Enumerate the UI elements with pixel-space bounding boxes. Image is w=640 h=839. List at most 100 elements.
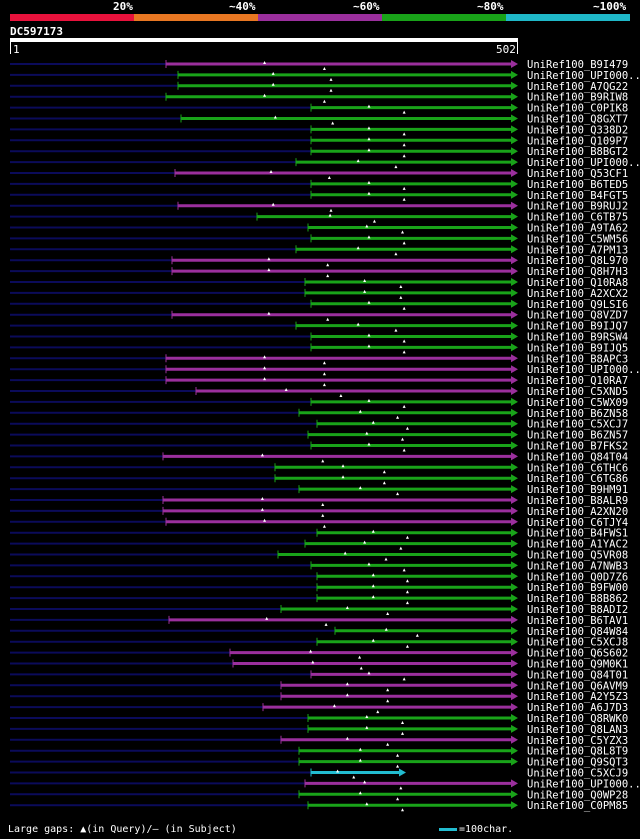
hit-row[interactable]: UniRef100_C0PM85 [10, 800, 628, 812]
hit-label[interactable]: UniRef100_B9RIW8 [527, 92, 628, 104]
hit-label[interactable]: UniRef100_B7FKS2 [527, 441, 628, 453]
hit-label[interactable]: UniRef100_B8BGT2 [527, 146, 628, 158]
hit-label[interactable]: UniRef100_A7PM13 [527, 244, 628, 256]
hit-row[interactable]: UniRef100_B8BGT2 [10, 146, 628, 158]
hit-label[interactable]: UniRef100_UPI000... [527, 70, 640, 82]
hit-label[interactable]: UniRef100_A6J7D3 [527, 702, 628, 714]
hit-row[interactable]: UniRef100_B8APC3 [10, 353, 628, 365]
hit-row[interactable]: UniRef100_A2XCX2 [10, 288, 628, 300]
hit-row[interactable]: UniRef100_Q8L970 [10, 255, 628, 267]
hit-label[interactable]: UniRef100_B6ZN58 [527, 408, 628, 420]
hit-label[interactable]: UniRef100_C5WM56 [527, 233, 628, 245]
hit-label[interactable]: UniRef100_Q0D7Z6 [527, 571, 628, 583]
hit-label[interactable]: UniRef100_B9I479 [527, 59, 628, 71]
hit-row[interactable]: UniRef100_Q84T04 [10, 451, 628, 463]
hit-label[interactable]: UniRef100_A2Y5Z3 [527, 691, 628, 703]
hit-label[interactable]: UniRef100_B6ZN57 [527, 430, 628, 442]
hit-label[interactable]: UniRef100_Q109P7 [527, 135, 628, 147]
hit-row[interactable]: UniRef100_B9I479 [10, 59, 628, 71]
hit-row[interactable]: UniRef100_C5WM56 [10, 233, 628, 245]
hit-label[interactable]: UniRef100_C6TG86 [527, 473, 628, 485]
hit-row[interactable]: UniRef100_B8ADI2 [10, 604, 628, 616]
hit-row[interactable]: UniRef100_C6TG86 [10, 473, 628, 485]
hit-label[interactable]: UniRef100_Q5VR08 [527, 550, 628, 562]
hit-row[interactable]: UniRef100_C6THC6 [10, 462, 628, 474]
hit-row[interactable]: UniRef100_UPI000... [10, 364, 640, 376]
hit-label[interactable]: UniRef100_B4FGT5 [527, 190, 628, 202]
hit-row[interactable]: UniRef100_B7FKS2 [10, 441, 628, 453]
hit-row[interactable]: UniRef100_B9RUJ2 [10, 201, 628, 213]
hit-row[interactable]: UniRef100_B8ALR9 [10, 495, 628, 507]
hit-label[interactable]: UniRef100_Q84T01 [527, 669, 628, 681]
hit-label[interactable]: UniRef100_Q8L8T9 [527, 746, 628, 758]
hit-label[interactable]: UniRef100_B6TED5 [527, 179, 628, 191]
hit-row[interactable]: UniRef100_Q9SQT3 [10, 757, 628, 769]
hit-label[interactable]: UniRef100_B9RUJ2 [527, 201, 628, 213]
hit-label[interactable]: UniRef100_Q6S602 [527, 648, 628, 660]
hit-row[interactable]: UniRef100_Q8GXT7 [10, 114, 628, 126]
hit-row[interactable]: UniRef100_A2XN20 [10, 506, 628, 518]
hit-row[interactable]: UniRef100_B9RSW4 [10, 332, 628, 344]
hit-row[interactable]: UniRef100_Q10RA7 [10, 375, 628, 387]
hit-label[interactable]: UniRef100_B8APC3 [527, 353, 628, 365]
hit-row[interactable]: UniRef100_Q8VZD7 [10, 310, 628, 322]
hit-label[interactable]: UniRef100_Q8L970 [527, 255, 628, 267]
hit-row[interactable]: UniRef100_B4FWS1 [10, 528, 628, 540]
hit-label[interactable]: UniRef100_UPI000... [527, 778, 640, 790]
hit-label[interactable]: UniRef100_Q338D2 [527, 124, 628, 136]
hit-row[interactable]: UniRef100_C0PIK8 [10, 103, 628, 115]
hit-row[interactable]: UniRef100_Q8RWK0 [10, 713, 628, 725]
hit-row[interactable]: UniRef100_A7PM13 [10, 244, 628, 256]
hit-label[interactable]: UniRef100_Q9SQT3 [527, 757, 628, 769]
hit-row[interactable]: UniRef100_UPI000... [10, 778, 640, 790]
hit-row[interactable]: UniRef100_Q109P7 [10, 135, 628, 147]
hit-row[interactable]: UniRef100_Q8LAN3 [10, 724, 628, 736]
hit-row[interactable]: UniRef100_Q0WP28 [10, 789, 628, 801]
hit-row[interactable]: UniRef100_C5YZX3 [10, 735, 628, 747]
hit-row[interactable]: UniRef100_B9IJQ7 [10, 321, 628, 333]
hit-row[interactable]: UniRef100_Q338D2 [10, 124, 628, 136]
hit-row[interactable]: UniRef100_Q0D7Z6 [10, 571, 628, 583]
hit-label[interactable]: UniRef100_B8ADI2 [527, 604, 628, 616]
hit-row[interactable]: UniRef100_A6J7D3 [10, 702, 628, 714]
hit-label[interactable]: UniRef100_A7NWB3 [527, 560, 628, 572]
hit-label[interactable]: UniRef100_C0PIK8 [527, 103, 628, 115]
hit-label[interactable]: UniRef100_C5XCJ8 [527, 637, 628, 649]
hit-row[interactable]: UniRef100_Q84W84 [10, 626, 628, 638]
hit-label[interactable]: UniRef100_Q6AVM9 [527, 680, 628, 692]
hit-row[interactable]: UniRef100_Q8H7H3 [10, 266, 628, 278]
hit-label[interactable]: UniRef100_A2XCX2 [527, 288, 628, 300]
hit-label[interactable]: UniRef100_UPI000... [527, 157, 640, 169]
hit-row[interactable]: UniRef100_A9TA62 [10, 223, 628, 235]
hit-label[interactable]: UniRef100_Q10RA8 [527, 277, 628, 289]
hit-label[interactable]: UniRef100_B9FW00 [527, 582, 628, 594]
hit-label[interactable]: UniRef100_B6TAV1 [527, 615, 628, 627]
hit-row[interactable]: UniRef100_B8B862 [10, 593, 628, 605]
hit-row[interactable]: UniRef100_Q5VR08 [10, 550, 628, 562]
hit-label[interactable]: UniRef100_B8ALR9 [527, 495, 628, 507]
hit-row[interactable]: UniRef100_C5XCJ7 [10, 419, 628, 431]
hit-label[interactable]: UniRef100_Q8H7H3 [527, 266, 628, 278]
hit-label[interactable]: UniRef100_C0PM85 [527, 800, 628, 812]
hit-row[interactable]: UniRef100_Q9LSI6 [10, 299, 628, 311]
hit-label[interactable]: UniRef100_B4FWS1 [527, 528, 628, 540]
hit-row[interactable]: UniRef100_C5XND5 [10, 386, 628, 398]
hit-row[interactable]: UniRef100_B6TED5 [10, 179, 628, 191]
hit-label[interactable]: UniRef100_UPI000... [527, 364, 640, 376]
hit-label[interactable]: UniRef100_Q53CF1 [527, 168, 628, 180]
hit-label[interactable]: UniRef100_A1YAC2 [527, 539, 628, 551]
hit-row[interactable]: UniRef100_C6TJY4 [10, 517, 628, 529]
hit-label[interactable]: UniRef100_Q84W84 [527, 626, 628, 638]
hit-row[interactable]: UniRef100_B6ZN57 [10, 430, 628, 442]
hit-row[interactable]: UniRef100_B6TAV1 [10, 615, 628, 627]
hit-row[interactable]: UniRef100_Q9M0K1 [10, 659, 628, 671]
hit-row[interactable]: UniRef100_UPI000... [10, 157, 640, 169]
hit-row[interactable]: UniRef100_B6ZN58 [10, 408, 628, 420]
hit-row[interactable]: UniRef100_C5XCJ9 [10, 768, 628, 780]
hit-row[interactable]: UniRef100_Q84T01 [10, 669, 628, 681]
hit-label[interactable]: UniRef100_B9HM91 [527, 484, 628, 496]
hit-row[interactable]: UniRef100_A1YAC2 [10, 539, 628, 551]
hit-label[interactable]: UniRef100_B9IJQ5 [527, 342, 628, 354]
hit-label[interactable]: UniRef100_C5YZX3 [527, 735, 628, 747]
hit-row[interactable]: UniRef100_B9IJQ5 [10, 342, 628, 354]
